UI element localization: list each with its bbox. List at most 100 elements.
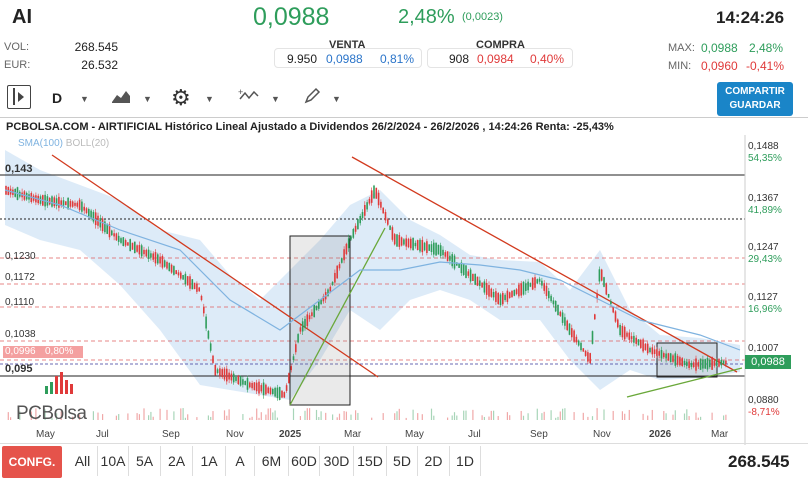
right-level-pct: 29,43% — [748, 254, 782, 265]
candle-body — [145, 249, 148, 257]
range-button-15d[interactable]: 15D — [354, 446, 387, 476]
range-button-1d[interactable]: 1D — [450, 446, 481, 476]
drawing-chevron-down-icon[interactable]: ▼ — [332, 94, 341, 104]
left-level-label: 0,095 — [5, 363, 33, 375]
area-chart-icon[interactable] — [111, 88, 131, 109]
candle-body — [111, 230, 113, 236]
x-axis-label: May — [36, 429, 55, 440]
interval-selector[interactable]: D — [52, 90, 63, 106]
candle-body — [115, 233, 118, 241]
volume-bar — [44, 409, 46, 420]
share-save-button[interactable]: COMPARTIR GUARDAR — [717, 82, 793, 116]
candle-body — [391, 227, 394, 240]
left-price-tag-pct: 0,80% — [45, 346, 74, 357]
candle-body — [610, 301, 612, 305]
candle-body — [460, 262, 463, 274]
candle-body — [380, 201, 382, 208]
candle-body — [531, 277, 534, 290]
candle-body — [168, 262, 171, 272]
range-button-5d[interactable]: 5D — [387, 446, 418, 476]
venta-box[interactable] — [274, 48, 422, 68]
range-button-2a[interactable]: 2A — [161, 446, 193, 476]
candle-body — [214, 364, 217, 376]
range-button-1a[interactable]: 1A — [193, 446, 226, 476]
range-button-10a[interactable]: 10A — [98, 446, 129, 476]
candle-body — [589, 353, 591, 364]
volume-bar — [315, 409, 318, 420]
volume-bar — [299, 416, 301, 420]
candle-body — [709, 359, 711, 368]
candle-body — [389, 225, 391, 230]
compra-box[interactable] — [427, 48, 573, 68]
candle-body — [186, 276, 189, 286]
price-chart[interactable] — [0, 135, 808, 445]
range-button-30d[interactable]: 30D — [320, 446, 354, 476]
compra-price: 0,0984 — [477, 52, 514, 66]
volume-bar — [674, 410, 676, 420]
interval-chevron-down-icon[interactable]: ▼ — [80, 94, 89, 104]
candle-body — [299, 327, 302, 332]
indicators-chevron-down-icon[interactable]: ▼ — [271, 94, 280, 104]
range-button-5a[interactable]: 5A — [129, 446, 161, 476]
candle-body — [334, 272, 336, 283]
volume-bar — [182, 408, 184, 420]
min-value: 0,0960 — [701, 59, 738, 73]
volume-bar — [697, 417, 699, 420]
chart-type-chevron-down-icon[interactable]: ▼ — [143, 94, 152, 104]
candle-body — [292, 356, 295, 361]
candle-body — [370, 190, 373, 203]
candle-body — [637, 339, 640, 346]
volume-bar — [19, 411, 21, 420]
candle-body — [575, 336, 578, 343]
bollinger-area — [5, 150, 740, 400]
candle-body — [46, 196, 49, 206]
candle-body — [272, 388, 274, 395]
volume-bar — [396, 411, 398, 420]
compra-pct: 0,40% — [530, 52, 565, 66]
volume-bar — [695, 412, 697, 420]
right-level-pct: 54,35% — [748, 153, 782, 164]
sidebar-toggle-icon[interactable] — [7, 85, 31, 109]
candle-body — [226, 368, 228, 382]
candle-body — [311, 312, 313, 316]
max-pct: 2,48% — [749, 41, 784, 55]
candle-body — [76, 202, 79, 207]
config-button[interactable]: CONFG. — [2, 446, 62, 478]
range-button-2d[interactable]: 2D — [418, 446, 450, 476]
candle-body — [253, 382, 256, 391]
volume-bar — [260, 412, 262, 420]
candle-body — [161, 255, 164, 268]
volume-bar — [562, 408, 564, 420]
candle-body — [552, 300, 555, 305]
candle-body — [274, 387, 276, 397]
candle-body — [435, 242, 437, 256]
candle-body — [702, 359, 704, 369]
candle-body — [67, 197, 69, 210]
volume-bar — [621, 411, 623, 420]
sma-polyline — [4, 189, 741, 351]
volume-bar — [543, 411, 545, 420]
volume-bar — [269, 408, 272, 420]
candle-body — [642, 339, 644, 352]
range-button-60d[interactable]: 60D — [289, 446, 320, 476]
candle-body — [152, 253, 154, 260]
candle-body — [48, 197, 51, 205]
share-label: COMPARTIR — [725, 86, 785, 97]
pencil-icon[interactable] — [303, 87, 321, 110]
indicators-icon[interactable]: + — [238, 87, 260, 110]
sma-legend: SMA(100) — [18, 138, 64, 149]
volume-bar — [72, 416, 74, 420]
gear-icon[interactable]: ⚙ — [171, 85, 191, 110]
quote-time: 14:24:26 — [716, 8, 785, 27]
volume-bar — [212, 411, 214, 420]
candle-body — [297, 334, 299, 343]
range-button-a[interactable]: A — [226, 446, 255, 476]
volume-bar — [536, 408, 538, 420]
left-level-label: 0,143 — [5, 163, 33, 175]
range-button-6m[interactable]: 6M — [255, 446, 289, 476]
candle-body — [205, 316, 207, 329]
settings-chevron-down-icon[interactable]: ▼ — [205, 94, 214, 104]
volume-bar — [304, 410, 306, 420]
range-button-all[interactable]: All — [68, 446, 98, 476]
volume-bar — [603, 409, 605, 420]
